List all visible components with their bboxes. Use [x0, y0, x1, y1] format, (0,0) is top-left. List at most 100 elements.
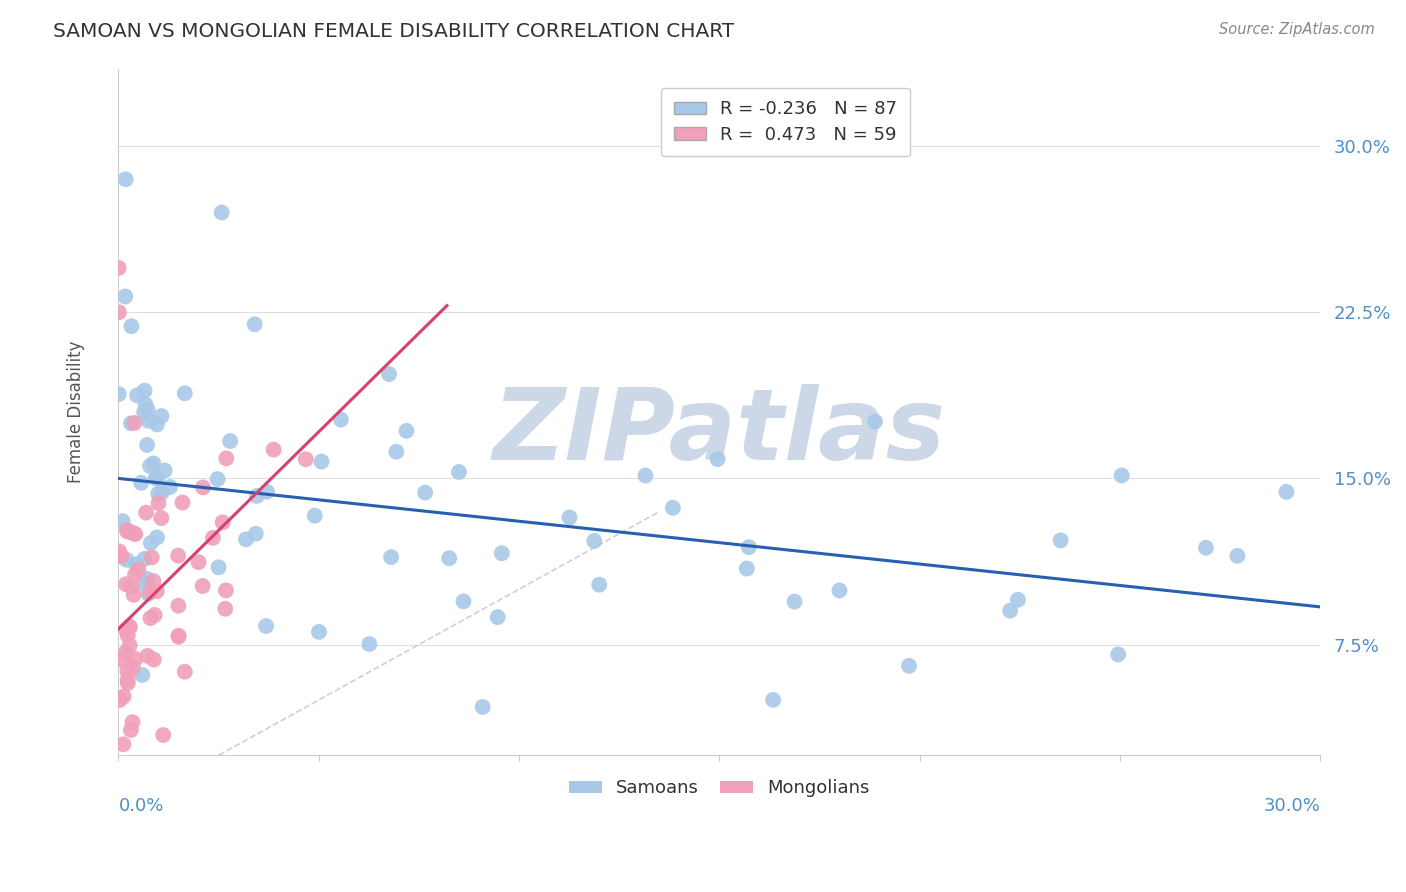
Point: [120, 319, 142, 334]
Point: [738, 540, 761, 554]
Point: [136, 403, 159, 417]
Point: [110, 549, 132, 564]
Point: [146, 417, 169, 432]
Point: [124, 567, 146, 582]
Point: [108, 544, 131, 558]
Point: [235, 533, 257, 547]
Point: [215, 451, 238, 466]
Point: [150, 485, 173, 500]
Point: [214, 601, 236, 615]
Point: [1275, 484, 1298, 499]
Point: [150, 409, 173, 423]
Point: [735, 561, 758, 575]
Point: [1107, 648, 1129, 662]
Point: [167, 630, 190, 644]
Point: [173, 665, 195, 679]
Point: [706, 452, 728, 467]
Point: [145, 471, 167, 485]
Point: [207, 472, 229, 486]
Point: [143, 607, 166, 622]
Point: [118, 620, 141, 634]
Point: [134, 397, 156, 411]
Point: [146, 531, 169, 545]
Point: [558, 510, 581, 524]
Point: [153, 463, 176, 477]
Point: [150, 511, 173, 525]
Point: [134, 384, 156, 398]
Point: [136, 572, 159, 586]
Point: [118, 639, 141, 653]
Point: [120, 417, 142, 431]
Point: [117, 665, 139, 679]
Point: [142, 652, 165, 666]
Point: [115, 577, 138, 591]
Point: [378, 367, 401, 381]
Point: [453, 594, 475, 608]
Point: [115, 623, 138, 637]
Point: [207, 560, 229, 574]
Point: [167, 599, 190, 613]
Point: [211, 516, 233, 530]
Point: [215, 583, 238, 598]
Point: [138, 414, 160, 428]
Point: [201, 531, 224, 545]
Point: [115, 553, 138, 567]
Point: [117, 629, 139, 643]
Point: [136, 648, 159, 663]
Text: SAMOAN VS MONGOLIAN FEMALE DISABILITY CORRELATION CHART: SAMOAN VS MONGOLIAN FEMALE DISABILITY CO…: [53, 22, 734, 41]
Point: [134, 551, 156, 566]
Text: Female Disability: Female Disability: [67, 341, 86, 483]
Point: [142, 574, 165, 588]
Point: [159, 480, 181, 494]
Point: [359, 637, 381, 651]
Point: [447, 465, 470, 479]
Point: [413, 485, 436, 500]
Text: Source: ZipAtlas.com: Source: ZipAtlas.com: [1219, 22, 1375, 37]
Point: [114, 172, 136, 186]
Point: [108, 305, 131, 319]
Point: [1007, 592, 1029, 607]
Point: [111, 514, 134, 528]
Point: [254, 619, 277, 633]
Point: [135, 506, 157, 520]
Point: [120, 524, 142, 539]
Point: [107, 387, 129, 401]
Point: [588, 578, 610, 592]
Point: [152, 728, 174, 742]
Point: [256, 484, 278, 499]
Point: [634, 468, 657, 483]
Point: [304, 508, 326, 523]
Point: [295, 452, 318, 467]
Point: [385, 444, 408, 458]
Point: [139, 458, 162, 473]
Point: [172, 495, 194, 509]
Point: [114, 645, 136, 659]
Point: [486, 610, 509, 624]
Point: [125, 558, 148, 572]
Point: [308, 624, 330, 639]
Point: [139, 585, 162, 599]
Point: [139, 536, 162, 550]
Point: [124, 416, 146, 430]
Point: [1111, 468, 1133, 483]
Point: [246, 489, 269, 503]
Point: [134, 405, 156, 419]
Point: [131, 668, 153, 682]
Point: [107, 260, 129, 275]
Point: [148, 487, 170, 501]
Point: [122, 588, 145, 602]
Point: [380, 550, 402, 565]
Point: [245, 526, 267, 541]
Point: [111, 653, 134, 667]
Point: [121, 715, 143, 730]
Point: [112, 690, 135, 704]
Point: [129, 475, 152, 490]
Point: [173, 386, 195, 401]
Point: [139, 611, 162, 625]
Point: [117, 676, 139, 690]
Point: [828, 583, 851, 598]
Point: [141, 550, 163, 565]
Legend: Samoans, Mongolians: Samoans, Mongolians: [562, 772, 877, 805]
Point: [118, 619, 141, 633]
Point: [114, 289, 136, 303]
